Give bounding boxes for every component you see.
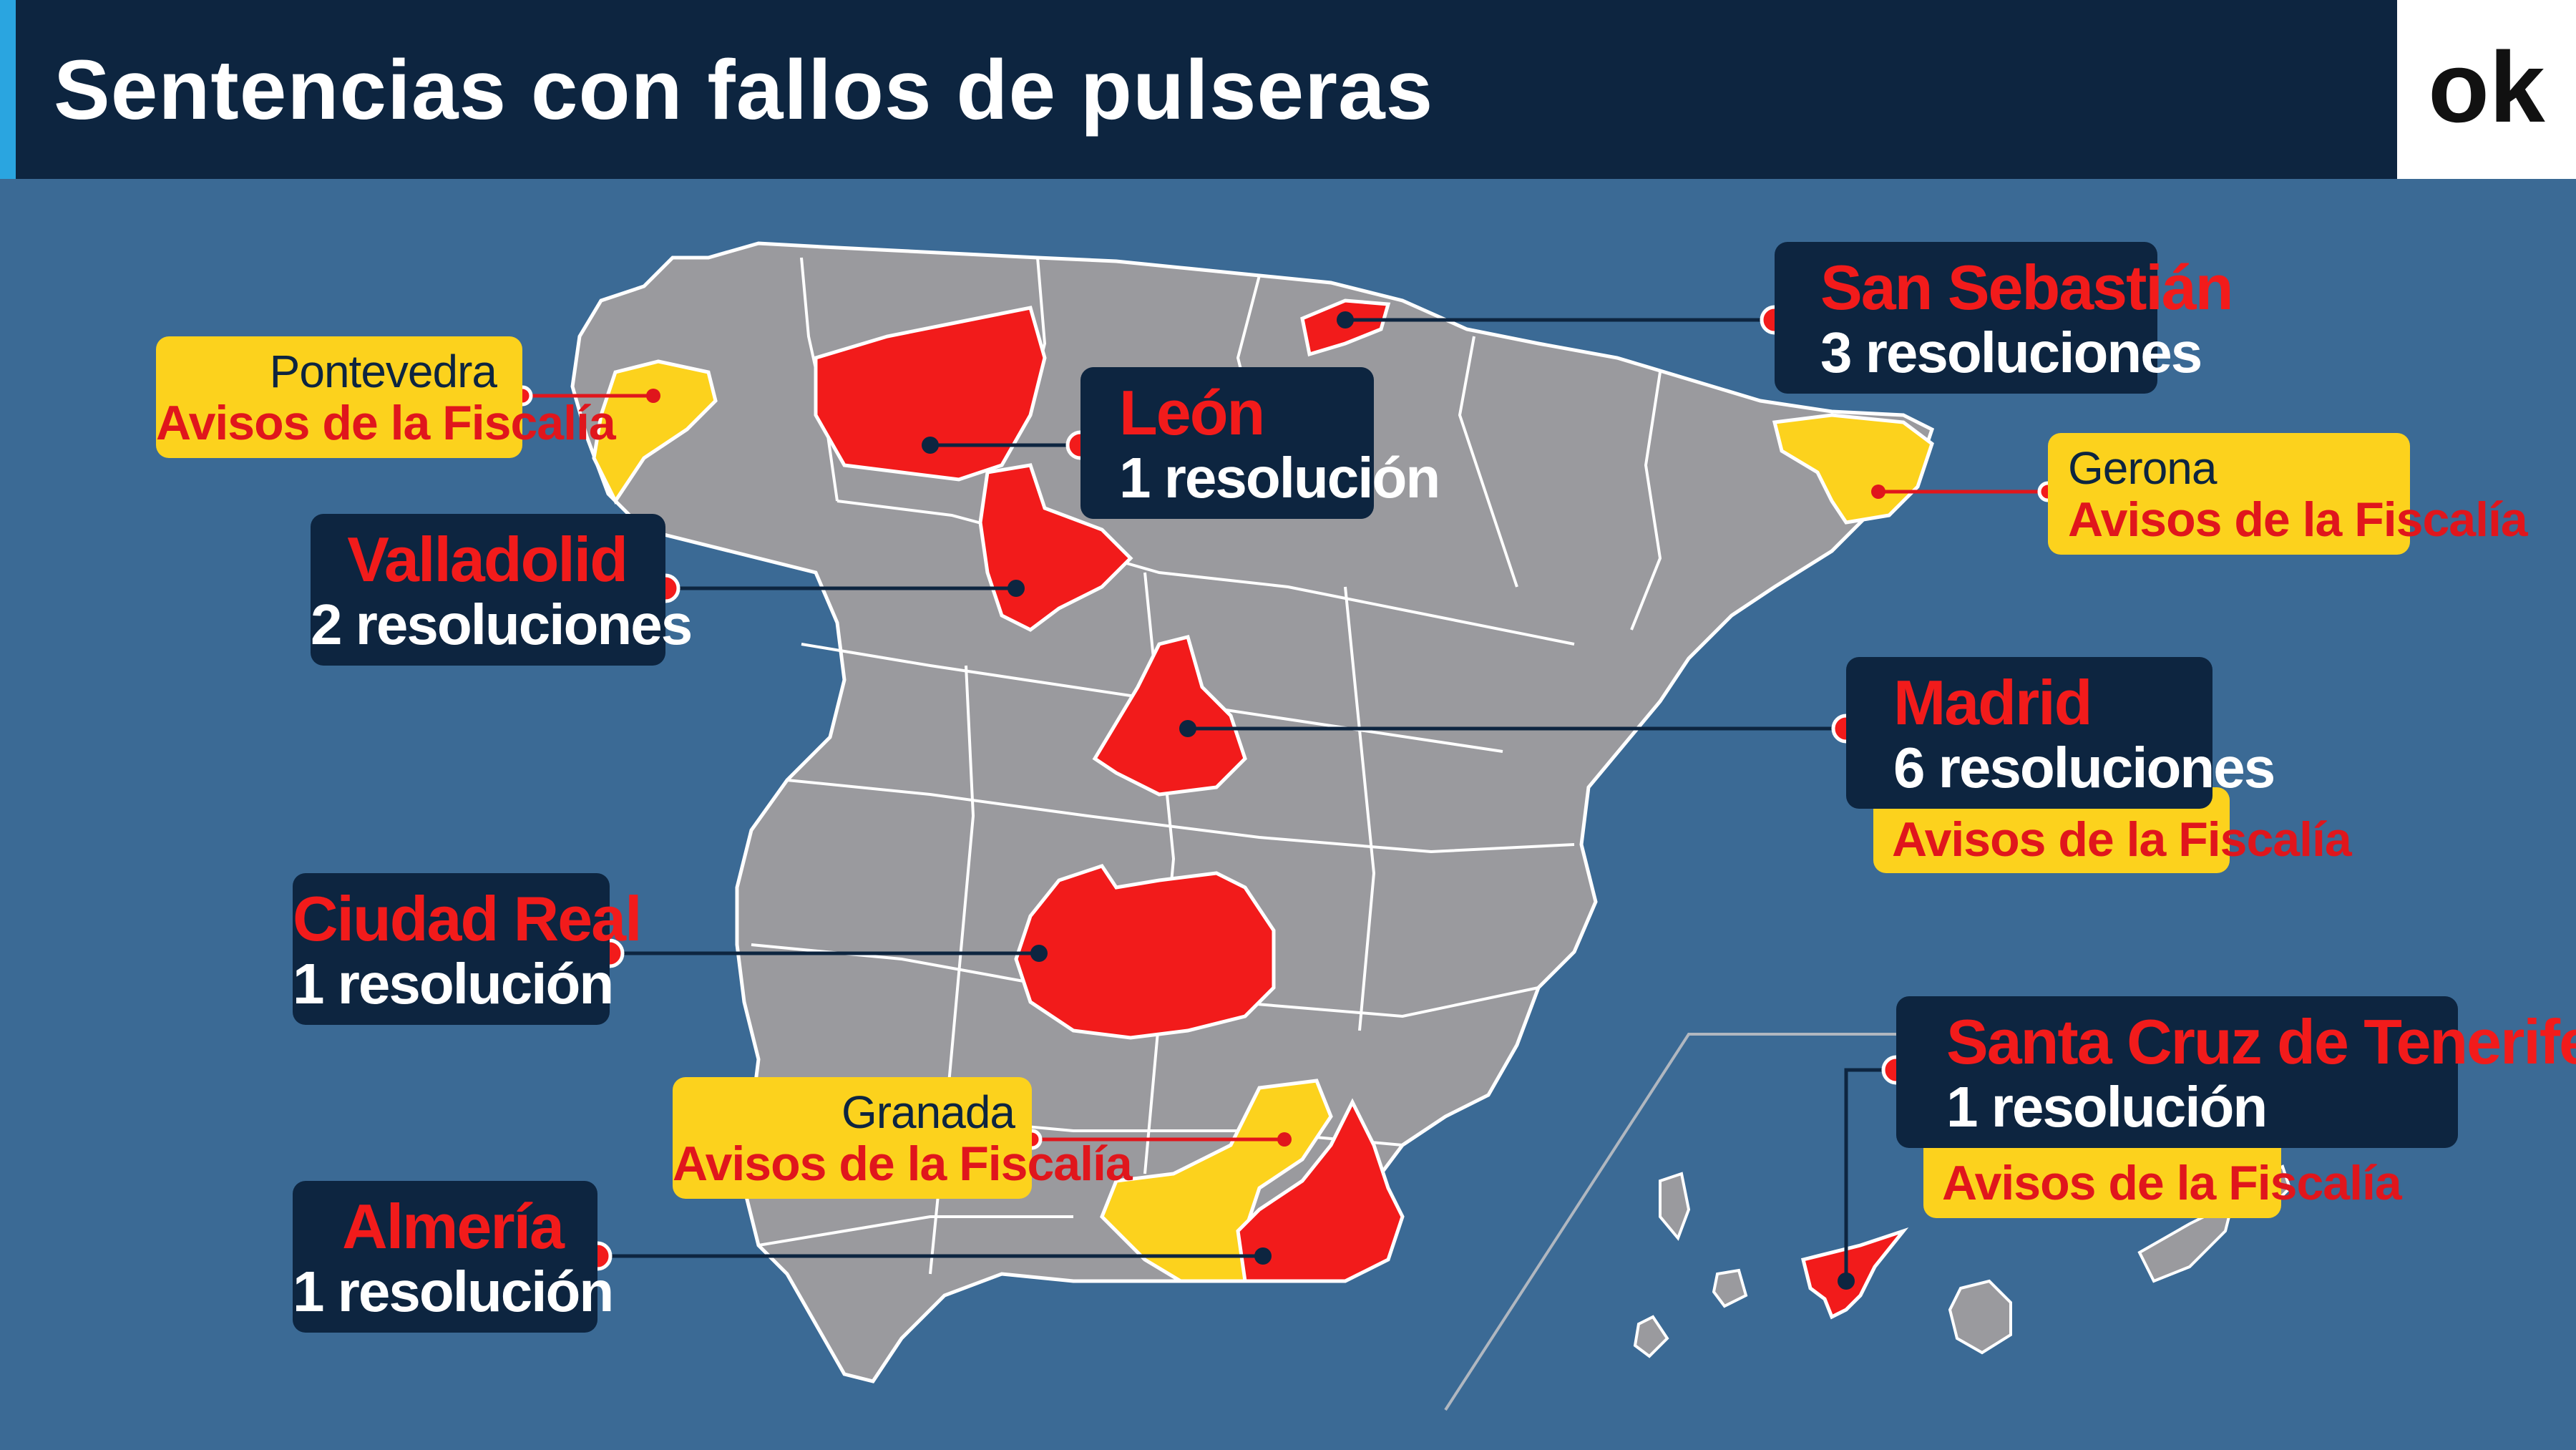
dot-madrid-province xyxy=(1179,720,1196,737)
resolution-count: 3 resoluciones xyxy=(1820,321,2202,384)
place-name: Ciudad Real xyxy=(293,883,643,954)
label-san-sebastian: San Sebastián 3 resoluciones xyxy=(1775,242,2234,394)
canary-inset-line xyxy=(1444,1033,1903,1411)
fiscalia-note: Avisos de la Fiscalía xyxy=(1942,1156,2402,1210)
dot-pontevedra-province xyxy=(646,389,660,403)
dot-valladolid-province xyxy=(1008,580,1025,597)
dot-santa-cruz-province xyxy=(1838,1273,1855,1290)
dot-almeria-province xyxy=(1254,1247,1272,1265)
province-santa-cruz xyxy=(1800,1227,1909,1320)
place-name: Almería xyxy=(342,1191,565,1262)
label-ciudad-real: Ciudad Real 1 resolución xyxy=(293,873,643,1025)
province-name: Granada xyxy=(841,1086,1015,1138)
resolution-count: 1 resolución xyxy=(1119,446,1440,510)
label-pontevedra: Pontevedra Avisos de la Fiscalía xyxy=(156,336,616,458)
header-bar: Sentencias con fallos de pulseras xyxy=(0,0,2397,179)
fiscalia-note: Avisos de la Fiscalía xyxy=(673,1137,1133,1191)
leader-line-santa-cruz xyxy=(1844,1068,1896,1281)
province-name: Gerona xyxy=(2068,442,2217,494)
label-madrid: Madrid 6 resoluciones xyxy=(1846,657,2275,809)
dot-ciudad-real-province xyxy=(1030,945,1048,962)
place-name: Madrid xyxy=(1893,667,2092,738)
label-leon: León 1 resolución xyxy=(1080,367,1440,519)
dot-gerona-province xyxy=(1871,485,1885,499)
fiscalia-note: Avisos de la Fiscalía xyxy=(156,396,616,450)
resolution-count: 1 resolución xyxy=(293,1260,614,1323)
ok-logo-icon: ok xyxy=(2428,31,2545,143)
resolution-count: 1 resolución xyxy=(1946,1075,2268,1139)
place-name: Valladolid xyxy=(347,524,628,595)
page-title: Sentencias con fallos de pulseras xyxy=(54,43,1434,137)
province-madrid xyxy=(1092,634,1247,797)
label-granada: Granada Avisos de la Fiscalía xyxy=(673,1077,1133,1199)
label-gerona: Gerona Avisos de la Fiscalía xyxy=(2048,433,2528,555)
place-name: León xyxy=(1119,377,1265,448)
resolution-count: 1 resolución xyxy=(293,952,614,1016)
place-name: Santa Cruz de Tenerife xyxy=(1946,1006,2576,1077)
label-almeria: Almería 1 resolución xyxy=(293,1181,614,1333)
province-leon xyxy=(814,306,1047,482)
province-almeria xyxy=(1236,1098,1405,1283)
province-name: Pontevedra xyxy=(269,346,497,397)
label-santa-cruz: Santa Cruz de Tenerife 1 resolución xyxy=(1896,996,2576,1148)
canary-islands xyxy=(1633,1164,2292,1358)
province-granada xyxy=(1100,1079,1333,1283)
place-name: San Sebastián xyxy=(1820,252,2234,323)
header-accent xyxy=(0,0,16,179)
fiscalia-note: Avisos de la Fiscalía xyxy=(2068,492,2528,547)
dot-granada-province xyxy=(1277,1132,1292,1147)
province-gerona xyxy=(1772,413,1934,525)
fiscalia-note: Avisos de la Fiscalía xyxy=(1892,812,2352,867)
resolution-count: 6 resoluciones xyxy=(1893,736,2275,799)
logo: ok xyxy=(2397,0,2576,179)
dot-san-sebastian-province xyxy=(1337,311,1354,329)
dot-leon-province xyxy=(922,437,939,454)
province-ciudad-real xyxy=(1014,864,1276,1040)
label-valladolid: Valladolid 2 resoluciones xyxy=(311,514,693,666)
resolution-count: 2 resoluciones xyxy=(311,593,693,656)
